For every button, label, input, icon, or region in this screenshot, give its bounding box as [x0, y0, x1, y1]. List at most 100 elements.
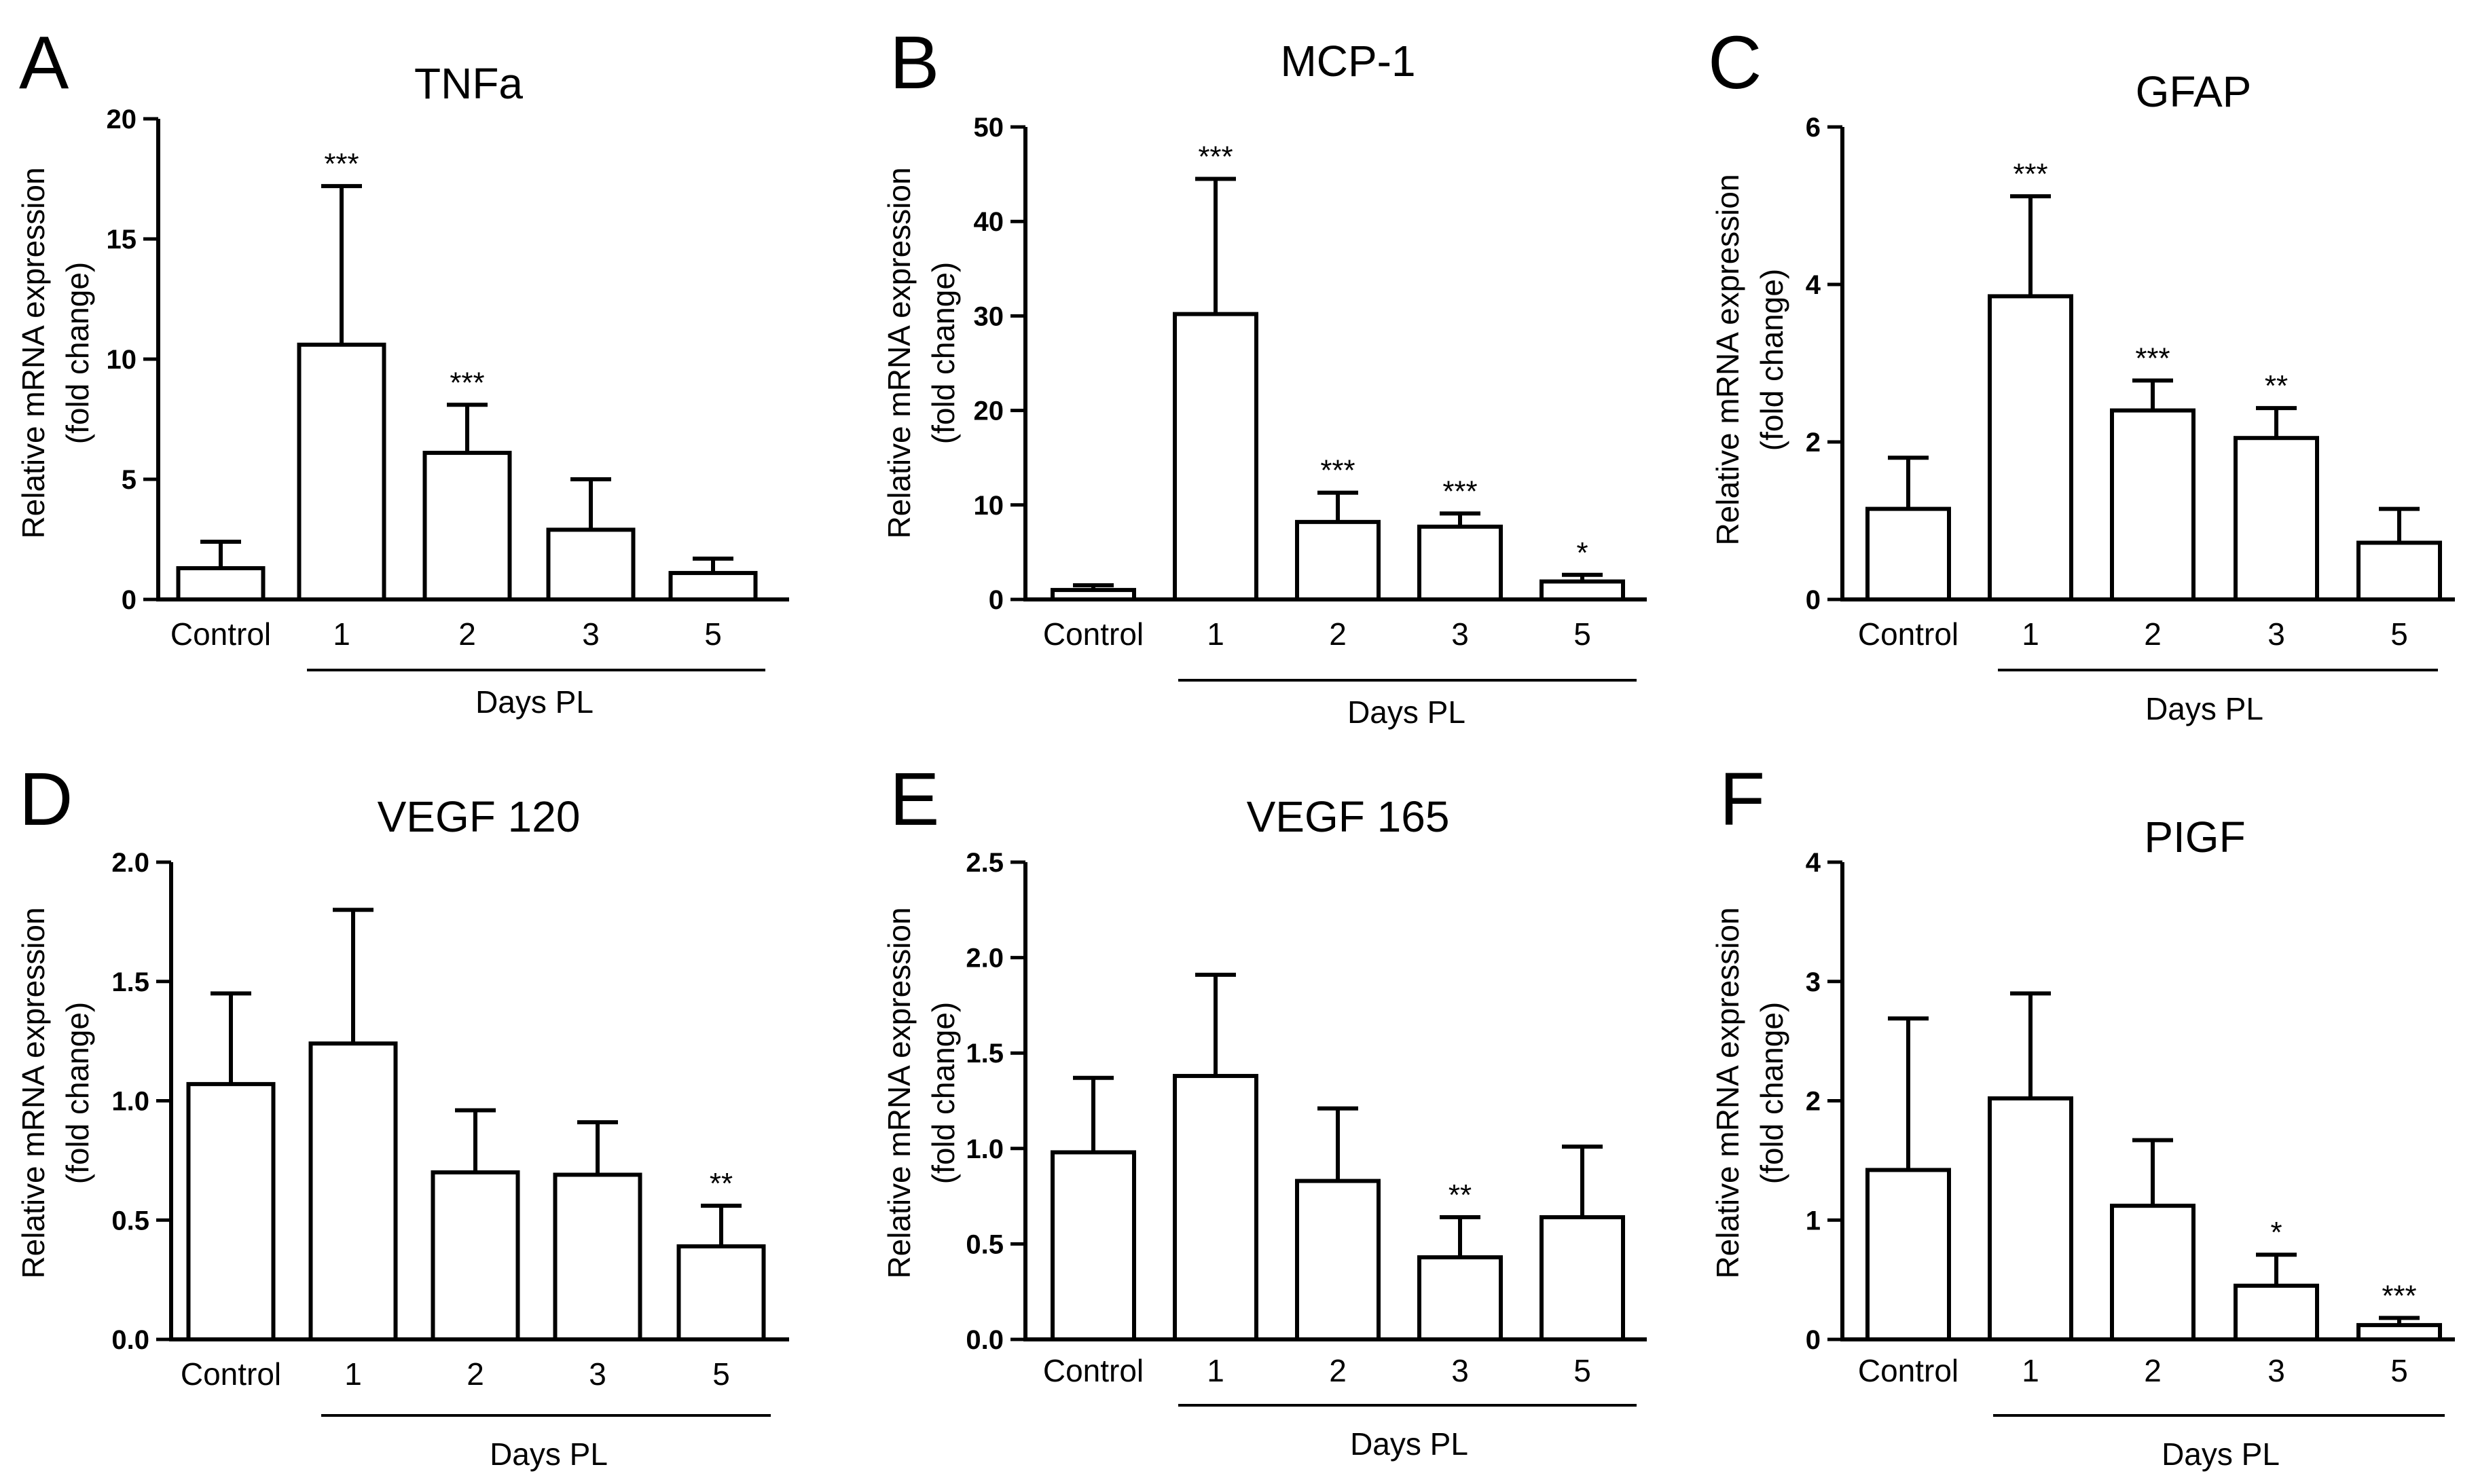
x-tick-label: 2 [1329, 616, 1347, 652]
y-axis-label-line1: Relative mRNA expression [881, 167, 917, 538]
chart-title: PIGF [2144, 813, 2245, 861]
bar [297, 342, 386, 601]
y-axis-label-line1: Relative mRNA expression [1710, 174, 1745, 545]
panel-a: A TNFa Relative mRNA expression (fold ch… [16, 21, 789, 720]
x-tick-label: 5 [2390, 616, 2408, 652]
x-axis-group-label: Days PL [2162, 1436, 2280, 1472]
y-tick-label: 30 [974, 301, 1004, 331]
x-tick-label: 2 [1329, 1353, 1347, 1388]
x-tick-label: 3 [582, 616, 600, 652]
x-tick-label: 1 [344, 1356, 362, 1392]
chart-title: VEGF 165 [1247, 792, 1450, 841]
x-tick-label: 3 [2267, 1353, 2285, 1388]
bar [1173, 312, 1258, 601]
bar [1988, 294, 2073, 601]
y-axis-label-line1: Relative mRNA expression [16, 907, 51, 1278]
significance-marker: ** [2265, 369, 2288, 403]
x-tick-label: 5 [712, 1356, 730, 1392]
significance-marker: *** [450, 366, 484, 399]
y-tick-label: 0.0 [966, 1325, 1004, 1355]
y-tick-label: 0.5 [111, 1206, 149, 1236]
significance-marker: ** [710, 1167, 733, 1200]
y-tick-label: 0 [989, 585, 1004, 615]
panel-letter: A [19, 21, 69, 105]
bar [546, 527, 636, 602]
y-tick-label: 4 [1806, 270, 1821, 300]
x-axis-group-label: Days PL [1350, 1426, 1468, 1462]
significance-marker: *** [1442, 475, 1477, 508]
y-axis-label-line2: (fold change) [60, 262, 95, 445]
y-tick-label: 1.0 [111, 1087, 149, 1117]
significance-marker: *** [324, 147, 359, 181]
bar [2356, 540, 2442, 601]
y-axis-label-line1: Relative mRNA expression [881, 907, 917, 1278]
y-tick-label: 0 [1806, 1325, 1821, 1355]
y-axis-label-line2: (fold change) [926, 1002, 961, 1185]
y-tick-label: 3 [1806, 967, 1821, 997]
bar [1417, 1255, 1503, 1341]
x-tick-label: 1 [333, 616, 350, 652]
y-axis-label-line2: (fold change) [1754, 1002, 1789, 1185]
y-tick-label: 1.5 [966, 1039, 1004, 1069]
significance-marker: *** [2382, 1279, 2416, 1312]
x-axis-group-label: Days PL [490, 1436, 608, 1472]
significance-marker: *** [2013, 157, 2047, 191]
y-tick-label: 0 [1806, 585, 1821, 615]
chart-title: TNFa [414, 59, 523, 108]
bar [553, 1172, 642, 1341]
x-tick-label: 5 [2390, 1353, 2408, 1388]
x-axis-group-label: Days PL [475, 684, 594, 720]
y-tick-label: 2 [1806, 1087, 1821, 1117]
x-tick-label: 2 [2144, 1353, 2162, 1388]
bar [2110, 408, 2195, 601]
x-axis-group-label: Days PL [2145, 691, 2263, 726]
y-tick-label: 2 [1806, 428, 1821, 458]
bar [431, 1170, 520, 1341]
y-axis-label-line1: Relative mRNA expression [1710, 907, 1745, 1278]
y-axis-label-line2: (fold change) [1754, 269, 1789, 451]
y-axis-label-line1: Relative mRNA expression [16, 167, 51, 538]
y-tick-label: 1.0 [966, 1134, 1004, 1164]
y-tick-label: 0.5 [966, 1229, 1004, 1259]
panel-f: F PIGF Relative mRNA expression (fold ch… [1710, 758, 2455, 1472]
bar [1051, 1150, 1136, 1341]
x-tick-label: Control [1043, 616, 1144, 652]
y-axis-label-line2: (fold change) [60, 1002, 95, 1185]
bar [2234, 1283, 2319, 1341]
y-tick-label: 10 [974, 491, 1004, 521]
bar [2356, 1322, 2442, 1342]
y-tick-label: 20 [107, 105, 137, 134]
panel-d: D VEGF 120 Relative mRNA expression (fol… [16, 758, 789, 1472]
x-tick-label: Control [1043, 1353, 1144, 1388]
y-tick-label: 50 [974, 113, 1004, 143]
y-tick-label: 1 [1806, 1206, 1821, 1236]
x-tick-label: 1 [2022, 1353, 2039, 1388]
bar [2234, 436, 2319, 602]
y-tick-label: 2.5 [966, 848, 1004, 878]
y-tick-label: 0.0 [111, 1325, 149, 1355]
x-tick-label: 2 [2144, 616, 2162, 652]
y-tick-label: 5 [122, 465, 136, 495]
bar [1295, 519, 1381, 602]
y-tick-label: 1.5 [111, 967, 149, 997]
significance-marker: *** [2135, 342, 2170, 375]
y-tick-label: 0 [122, 585, 136, 615]
y-tick-label: 15 [107, 225, 137, 255]
x-tick-label: 2 [458, 616, 476, 652]
x-tick-label: 1 [1207, 616, 1224, 652]
y-tick-label: 4 [1806, 848, 1821, 878]
bar [1173, 1073, 1258, 1341]
bar [676, 1244, 766, 1342]
bar [176, 565, 266, 601]
panel-c: C GFAP Relative mRNA expression (fold ch… [1708, 21, 2455, 726]
x-tick-label: 5 [704, 616, 722, 652]
y-tick-label: 40 [974, 207, 1004, 237]
bar [1295, 1179, 1381, 1341]
significance-marker: ** [1448, 1179, 1472, 1212]
bar [1539, 1215, 1625, 1341]
x-tick-label: 1 [2022, 616, 2039, 652]
panel-letter: D [19, 758, 73, 841]
y-tick-label: 2.0 [111, 848, 149, 878]
x-tick-label: 3 [589, 1356, 606, 1392]
significance-marker: * [1576, 536, 1588, 570]
